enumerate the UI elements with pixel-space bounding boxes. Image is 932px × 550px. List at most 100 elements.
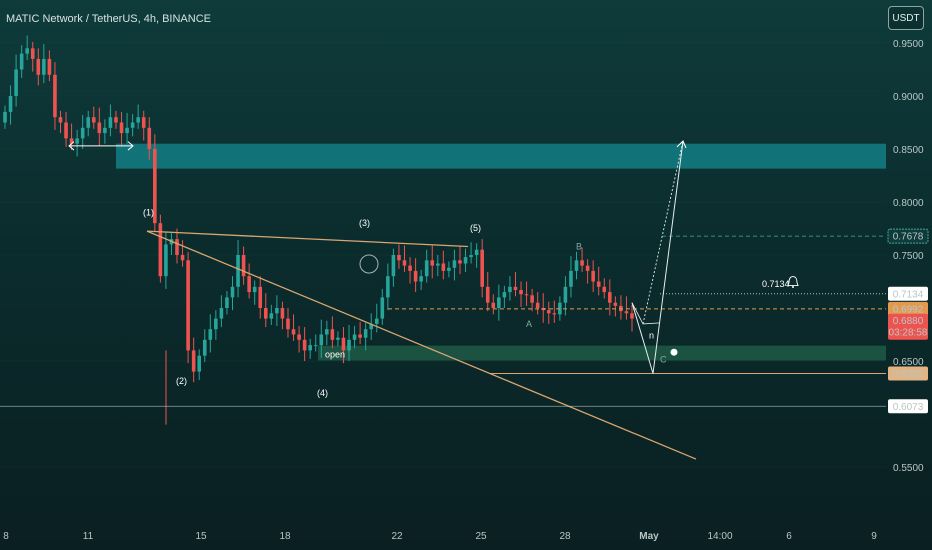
candle-body — [596, 281, 601, 287]
candle-body — [458, 260, 462, 264]
x-tick-label: 11 — [83, 531, 94, 542]
time-axis: 8 11 15 18 22 25 28 May 14:00 6 9 — [3, 531, 877, 542]
candle-body — [208, 329, 213, 340]
candle-body — [136, 117, 140, 123]
candle-body — [474, 249, 479, 255]
candle-body — [336, 337, 340, 340]
y-tick-label: 0.8000 — [893, 198, 924, 209]
tag-base: 0.6073 — [888, 399, 928, 414]
candle-body — [108, 117, 113, 128]
tag-dashed: 0.6992 — [888, 301, 928, 316]
candle-body — [36, 58, 41, 75]
candle-body — [347, 339, 351, 351]
x-tick-label: May — [639, 531, 659, 542]
candle-body — [463, 257, 468, 264]
candle-body — [275, 308, 279, 314]
candle-body — [241, 255, 246, 277]
price-tag-label: 0.6880 — [893, 316, 924, 327]
candle-body — [230, 286, 235, 298]
candle-body — [186, 260, 190, 351]
upper-trendline — [146, 230, 469, 248]
candle-body — [269, 313, 274, 319]
wave-label-c: C — [660, 355, 667, 365]
candle-body — [369, 323, 374, 330]
candle-body — [8, 96, 13, 112]
candle-body — [30, 48, 35, 59]
candle-body — [535, 302, 540, 308]
candle-body — [280, 308, 285, 319]
candle-body — [225, 297, 229, 308]
candle-body — [319, 334, 324, 346]
range-arrow-left — [68, 141, 75, 151]
price-tags: 0.76780.71340.69920.688003:28:580.63820.… — [887, 228, 929, 414]
candle-body — [219, 308, 224, 319]
wave-label-a: A — [526, 319, 532, 329]
candle-body — [552, 313, 557, 315]
wave-label-1: (1) — [143, 207, 154, 217]
candle-body — [130, 122, 135, 128]
candle-body — [164, 244, 168, 277]
wave-label-n: n — [649, 331, 654, 341]
candle-body — [508, 286, 512, 293]
info-icon — [670, 348, 678, 356]
candle-body — [69, 138, 74, 144]
currency-button[interactable]: USDT — [888, 6, 924, 30]
x-tick-label: 25 — [475, 531, 487, 542]
price-tag-label: 0.6073 — [893, 402, 924, 413]
price-tag-box — [888, 313, 928, 340]
candle-body — [358, 334, 362, 338]
tag-alert: 0.7134 — [888, 286, 928, 301]
candles-layer — [3, 35, 634, 425]
price-axis: 0.9500 0.9000 0.8500 0.8000 0.7500 0.6500 0.55… — [893, 39, 924, 474]
candle-body — [624, 311, 629, 314]
candle-body — [430, 260, 435, 266]
candle-body — [53, 74, 57, 118]
candle-body — [158, 223, 163, 277]
candle-body — [363, 329, 368, 338]
candle-body — [302, 339, 307, 351]
candle-body — [25, 48, 29, 54]
candle-body — [391, 255, 396, 277]
candle-body — [530, 295, 534, 303]
wave-label-3: (3) — [359, 218, 370, 228]
candle-body — [153, 149, 157, 224]
candle-body — [513, 286, 518, 290]
wave-label-2: (2) — [176, 376, 187, 386]
candle-body — [3, 111, 7, 123]
candle-body — [441, 263, 446, 271]
candle-body — [42, 58, 46, 75]
candle-body — [313, 345, 318, 347]
candle-body — [580, 260, 584, 266]
zones-layer — [116, 143, 886, 361]
candle-body — [574, 260, 579, 271]
candle-body — [424, 260, 429, 277]
candle-body — [408, 265, 412, 271]
candle-body — [252, 286, 257, 293]
y-tick-label: 0.9500 — [893, 39, 924, 50]
candle-body — [258, 286, 263, 308]
projection-sub — [631, 302, 661, 325]
candle-body — [402, 260, 407, 266]
alert-level-label: 0.7134 — [762, 279, 790, 289]
range-arrow-right — [127, 141, 134, 151]
candle-body — [397, 255, 401, 261]
x-tick-label: 9 — [871, 531, 877, 542]
candle-body — [563, 286, 568, 303]
candle-body — [114, 117, 118, 123]
candle-body — [191, 350, 196, 372]
candle-body — [330, 329, 335, 340]
candle-body — [119, 122, 124, 134]
price-tag-sublabel: 03:28:58 — [889, 328, 928, 339]
candle-body — [380, 297, 385, 319]
y-tick-label: 0.6500 — [893, 357, 924, 368]
price-tag-label: 0.7678 — [893, 232, 924, 243]
candle-body — [546, 310, 551, 314]
candle-body — [75, 138, 79, 144]
candle-body — [197, 355, 202, 372]
candle-body — [91, 117, 96, 123]
candle-body — [452, 260, 457, 268]
x-tick-label: 15 — [195, 531, 207, 542]
candle-body — [125, 127, 129, 134]
candle-body — [263, 308, 268, 319]
